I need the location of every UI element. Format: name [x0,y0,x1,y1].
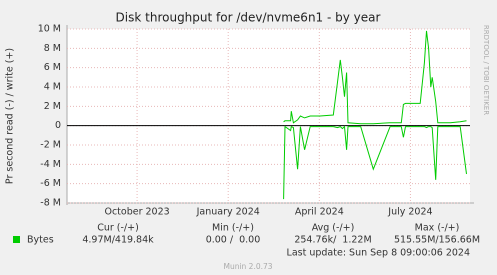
summary-header: Min (-/+) [212,223,254,234]
y-tick-label: 10 M [38,24,61,35]
summary-header: Max (-/+) [415,223,460,234]
summary-value: 4.97M/419.84k [82,235,154,246]
x-tick-label: January 2024 [196,207,260,218]
summary-value: 254.76k/ 1.22M [294,235,371,246]
summary-value: 515.55M/156.66M [394,235,480,246]
x-tick-label: July 2024 [387,207,432,218]
y-tick-label: 6 M [44,62,61,73]
y-tick-label: -6 M [40,178,61,189]
y-tick-label: 0 [55,120,61,131]
summary-header: Avg (-/+) [312,223,355,234]
y-tick-label: -2 M [40,140,61,151]
data-line [283,30,467,125]
summary-header: Cur (-/+) [97,223,139,234]
y-tick-label: -4 M [40,159,61,170]
data-line [283,125,467,200]
y-tick-label: 2 M [44,101,61,112]
y-axis-label: Pr second read (-) / write (+) [5,48,16,184]
watermark: RRDTOOL / TOBI OETIKER [482,25,490,115]
footer: Munin 2.0.73 [223,262,272,271]
chart-title: Disk throughput for /dev/nvme6n1 - by ye… [116,11,381,25]
last-update: Last update: Sun Sep 8 09:00:06 2024 [287,248,470,259]
x-tick-label: October 2023 [104,207,169,218]
y-tick-label: 8 M [44,43,61,54]
x-tick-label: April 2024 [295,207,344,218]
y-tick-label: -8 M [40,198,61,209]
summary-value: 0.00 / 0.00 [206,235,261,246]
legend-swatch [13,236,20,243]
y-tick-label: 4 M [44,82,61,93]
legend-label: Bytes [27,235,54,246]
plot-area [67,29,470,203]
